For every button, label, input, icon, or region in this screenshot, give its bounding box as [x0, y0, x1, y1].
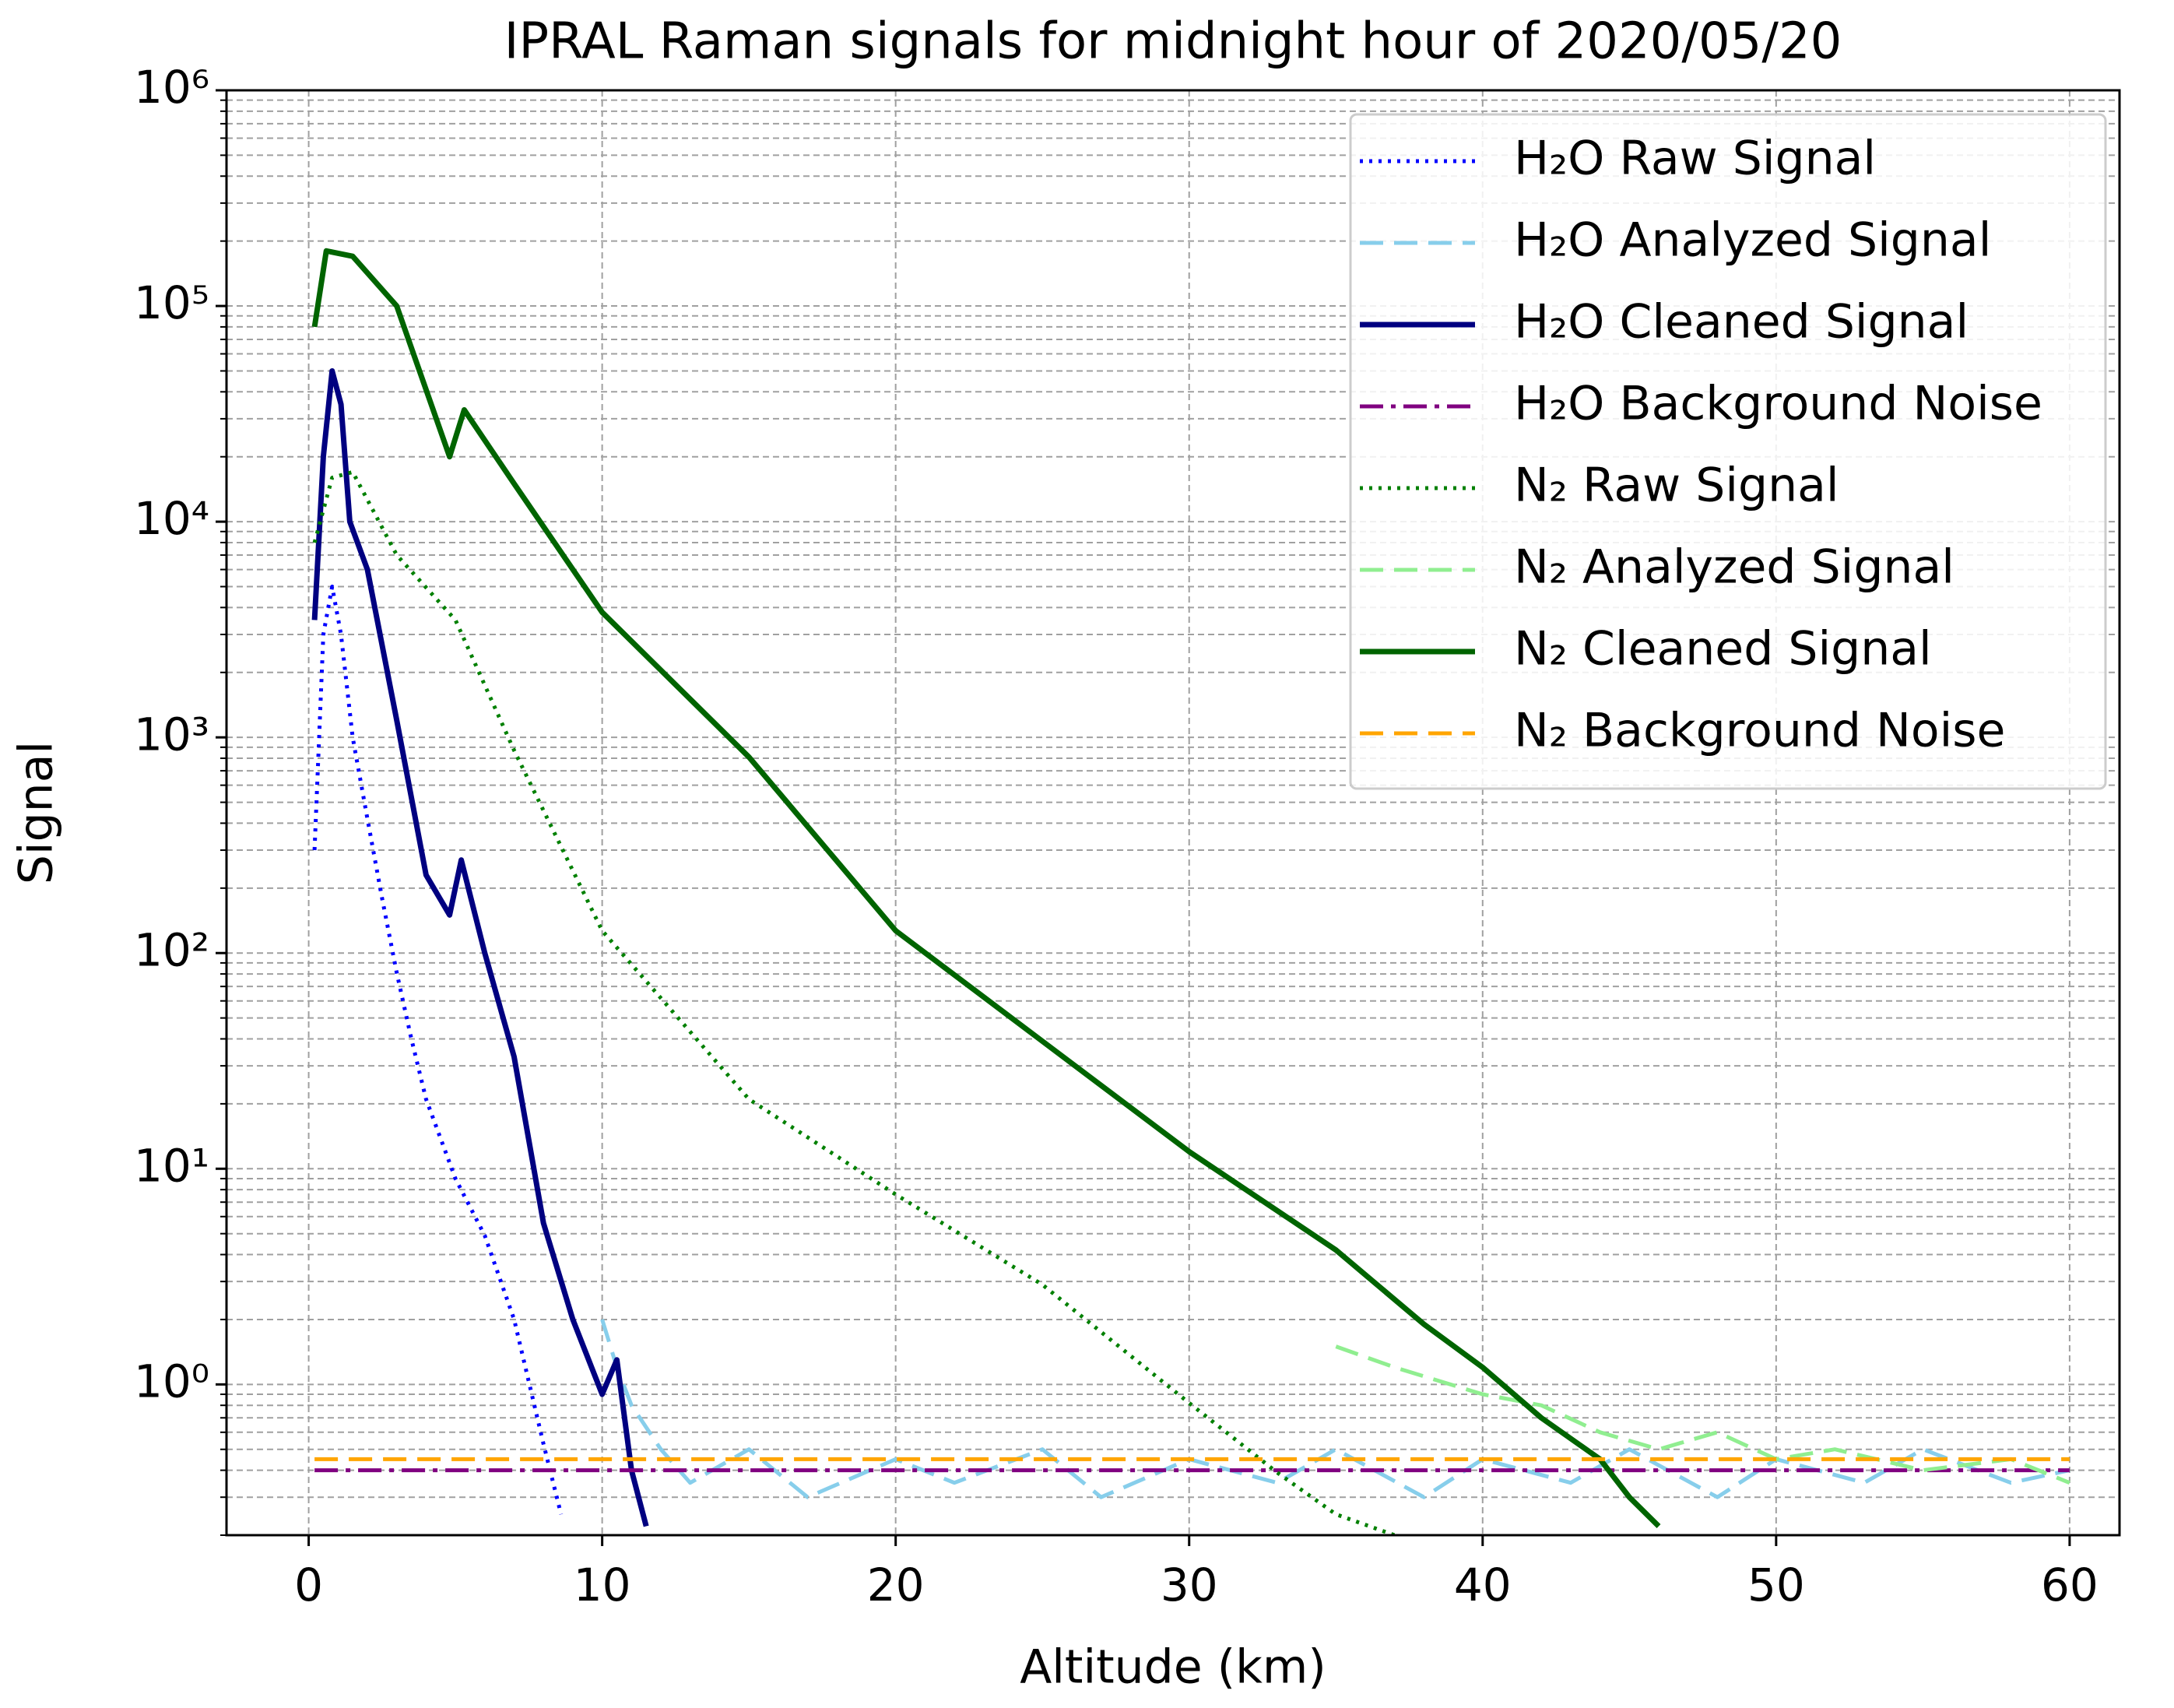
legend-label: H₂O Analyzed Signal: [1514, 213, 1991, 268]
series-lines: [311, 248, 2070, 1535]
y-tick-label: 10⁵: [134, 276, 209, 329]
x-tick-label: 10: [574, 1559, 631, 1611]
plot-frame: [225, 89, 2121, 1537]
y-tick-label: 10³: [134, 708, 209, 761]
x-tick-label: 40: [1454, 1559, 1512, 1611]
x-tick-label: 0: [294, 1559, 323, 1611]
y-axis-label: Signal: [9, 741, 64, 884]
chart-title: IPRAL Raman signals for midnight hour of…: [504, 13, 1842, 71]
legend-box: [1349, 113, 2107, 790]
y-tick-label: 10⁰: [134, 1355, 209, 1408]
y-tick-label: 10²: [134, 923, 209, 976]
series-line: [312, 469, 1396, 1535]
series-line: [1335, 1344, 2070, 1485]
legend-label: N₂ Analyzed Signal: [1514, 540, 1954, 595]
legend-label: N₂ Raw Signal: [1514, 459, 1839, 513]
x-tick-label: 30: [1161, 1559, 1218, 1611]
ticks: 10⁰ 10¹ 10² 10³ 10⁴ 10⁵ 10⁶ 0 10 20 30 40 50 60: [134, 61, 2098, 1611]
legend-label: H₂O Background Noise: [1514, 377, 2042, 431]
y-tick-label: 10⁶: [134, 61, 209, 114]
x-axis-label: Altitude (km): [1020, 1640, 1326, 1695]
series-line: [311, 368, 649, 1527]
legend-label: H₂O Raw Signal: [1514, 132, 1876, 186]
legend-label: N₂ Background Noise: [1514, 704, 2005, 758]
series-line: [311, 248, 1661, 1528]
legend: H₂O Raw Signal H₂O Analyzed Signal H₂O Cle…: [1349, 113, 2107, 790]
x-tick-label: 50: [1747, 1559, 1805, 1611]
series-line: [312, 585, 564, 1515]
legend-label: N₂ Cleaned Signal: [1514, 622, 1932, 677]
legend-label: H₂O Cleaned Signal: [1514, 295, 1969, 350]
x-tick-label: 60: [2041, 1559, 2098, 1611]
y-tick-label: 10¹: [134, 1139, 209, 1192]
x-tick-label: 20: [867, 1559, 925, 1611]
y-tick-label: 10⁴: [134, 492, 209, 545]
